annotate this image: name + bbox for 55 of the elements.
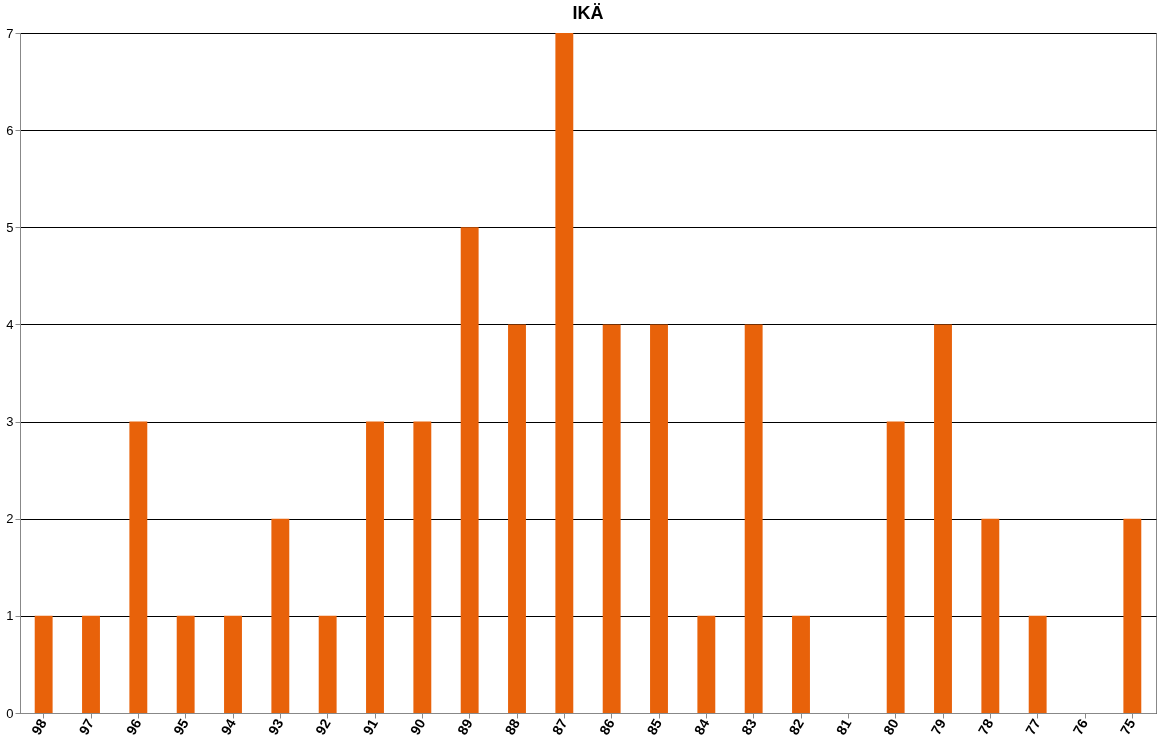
bar (34, 615, 53, 713)
bar (650, 324, 668, 713)
bar (318, 615, 337, 713)
bar (602, 324, 621, 713)
x-tick-label: 84 (690, 715, 713, 738)
bar (508, 324, 526, 713)
x-tick-label: 87 (548, 715, 571, 738)
bar (129, 421, 148, 713)
bar (271, 518, 290, 713)
x-tick-label: 98 (28, 715, 50, 738)
bar (555, 33, 574, 713)
bar (697, 615, 716, 713)
x-tick-label: 81 (832, 715, 855, 738)
y-tick-label: 0 (6, 705, 14, 721)
x-tick-label: 92 (312, 715, 334, 738)
x-tick-label: 86 (596, 715, 618, 738)
x-tick-label: 79 (927, 715, 950, 738)
bar (1123, 518, 1142, 713)
y-tick-label: 7 (6, 25, 14, 41)
x-tick-label: 95 (170, 715, 192, 738)
x-tick-label: 88 (501, 715, 524, 738)
x-tick-label: 94 (217, 715, 240, 738)
y-tick-label: 6 (6, 122, 14, 138)
bar (934, 324, 952, 713)
x-tick-label: 97 (75, 715, 98, 738)
x-tick-label: 85 (643, 715, 666, 738)
bar (886, 421, 905, 713)
x-tick-label: 93 (264, 715, 287, 738)
y-tick-label: 2 (6, 511, 14, 527)
x-tick-label: 75 (1116, 715, 1139, 738)
x-tick-label: 80 (880, 715, 902, 738)
bar (82, 615, 100, 713)
y-tick-label: 1 (6, 608, 14, 624)
bar (366, 421, 384, 713)
bar (981, 518, 1000, 713)
y-tick-label: 4 (6, 316, 14, 332)
bar (460, 227, 479, 713)
y-tick-label: 5 (6, 219, 14, 235)
bar (224, 615, 242, 713)
x-tick-label: 76 (1069, 715, 1092, 738)
bar (1028, 615, 1047, 713)
x-tick-label: 90 (406, 715, 429, 738)
x-tick-label: 77 (1022, 715, 1044, 738)
bar (176, 615, 195, 713)
x-tick-label: 96 (122, 715, 145, 738)
x-tick-label: 91 (359, 715, 382, 738)
y-tick-label: 3 (6, 414, 14, 430)
chart-title: IKÄ (572, 3, 604, 23)
x-tick-label: 89 (454, 715, 476, 738)
bar (413, 421, 432, 713)
x-tick-label: 78 (974, 715, 997, 738)
x-tick-label: 82 (785, 715, 808, 738)
bar (744, 324, 763, 713)
x-tick-label: 83 (738, 715, 760, 738)
bar (792, 615, 810, 713)
